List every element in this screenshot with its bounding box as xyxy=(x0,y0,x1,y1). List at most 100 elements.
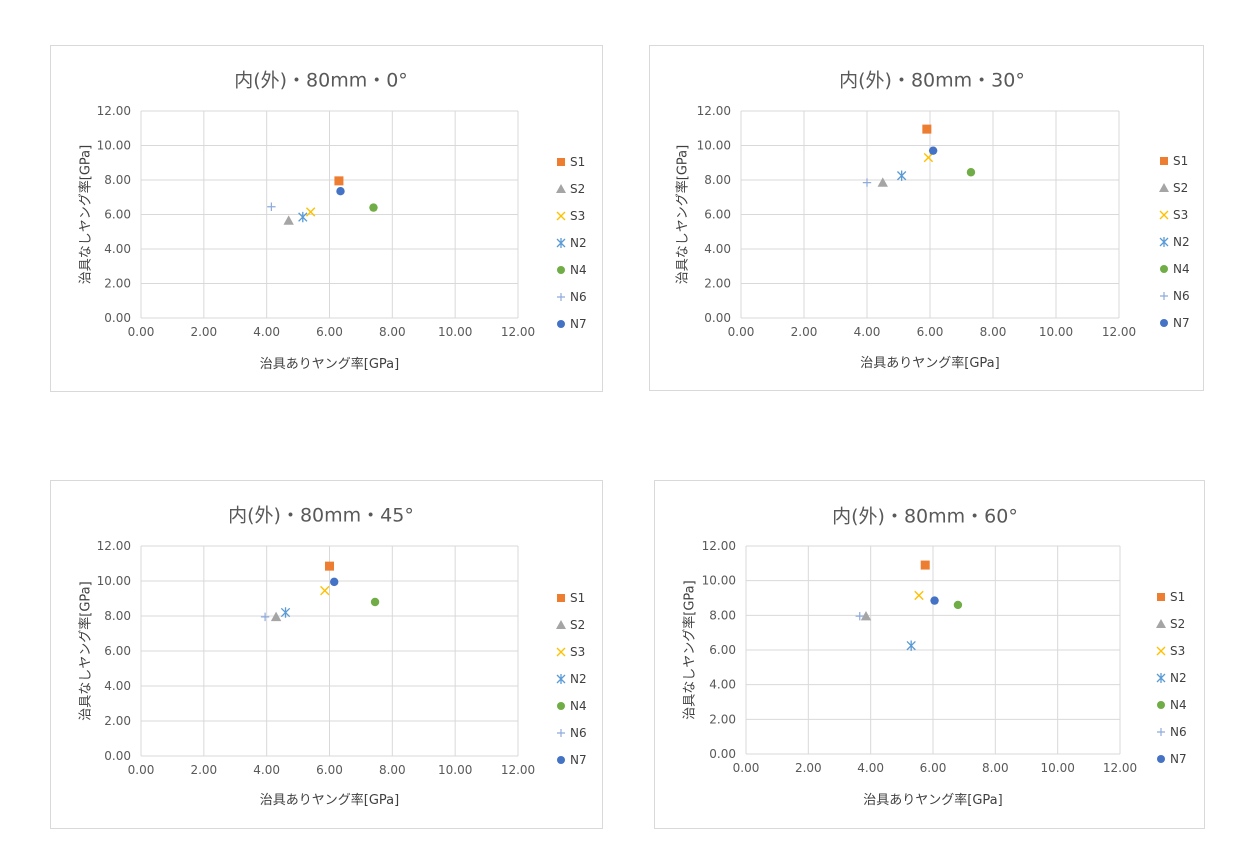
y-tick-label: 4.00 xyxy=(709,678,736,692)
legend-marker-n2 xyxy=(556,674,566,684)
y-tick-label: 4.00 xyxy=(104,242,131,256)
data-point-s1 xyxy=(325,561,334,571)
legend-marker-s3 xyxy=(1156,646,1166,656)
y-axis-label: 治具なしヤング率[GPa] xyxy=(682,580,698,719)
data-point-n2 xyxy=(906,640,916,651)
data-point-n2 xyxy=(280,607,291,618)
legend-label-n2: N2 xyxy=(1173,235,1190,249)
chart-panel-45deg: 内(外)・80mm・45° 0.00 2.00 4.00 6.00 8.00 10.00 12… xyxy=(50,480,603,829)
data-point-s1 xyxy=(920,560,930,570)
legend-marker-n4 xyxy=(557,266,565,274)
data-point-n7 xyxy=(928,146,938,155)
x-tick-label: 8.00 xyxy=(379,325,406,339)
legend-label-n7: N7 xyxy=(1173,316,1190,330)
chart-0: 内(外)・80mm・0° 0.00 2.00 4.00 6.00 8.00 10.00 12.… xyxy=(78,70,587,373)
legend-label-s1: S1 xyxy=(1173,154,1188,168)
legend-label-n4: N4 xyxy=(570,699,587,713)
x-tick-label: 2.00 xyxy=(190,763,217,777)
legend-label-s2: S2 xyxy=(570,618,585,632)
y-tick-label: 12.00 xyxy=(697,104,731,118)
chart-1: 内(外)・80mm・30° 0.00 2.00 4.00 6.00 8.00 10.00 12… xyxy=(675,70,1190,372)
legend-marker-n7 xyxy=(1160,319,1168,327)
data-point-n7 xyxy=(930,596,939,605)
x-tick-label: 4.00 xyxy=(253,763,280,777)
chart-panel-0deg: 内(外)・80mm・0° 0.00 2.00 4.00 6.00 8.00 10.00 12.… xyxy=(50,45,603,392)
x-tick-label: 12.00 xyxy=(1102,325,1136,339)
legend-marker-n2 xyxy=(556,238,566,248)
legend-marker-n2 xyxy=(1159,237,1169,247)
legend-marker-s1 xyxy=(1157,593,1165,601)
y-axis-label: 治具なしヤング率[GPa] xyxy=(675,145,691,284)
y-tick-label: 10.00 xyxy=(97,139,131,153)
x-tick-label: 12.00 xyxy=(501,763,535,777)
legend-label-n6: N6 xyxy=(1170,725,1187,739)
y-tick-label: 2.00 xyxy=(704,277,731,291)
x-tick-label: 6.00 xyxy=(316,325,343,339)
legend-marker-n7 xyxy=(1157,755,1165,763)
x-axis-label: 治具ありヤング率[GPa] xyxy=(863,792,1002,808)
legend-marker-n2 xyxy=(1156,673,1166,683)
x-tick-label: 8.00 xyxy=(982,761,1009,775)
y-tick-label: 2.00 xyxy=(709,712,736,726)
legend-marker-n6 xyxy=(1157,728,1165,736)
chart-title: 内(外)・80mm・45° xyxy=(228,505,414,527)
y-tick-label: 10.00 xyxy=(97,574,131,588)
legend-label-n6: N6 xyxy=(570,726,587,740)
data-point-s2 xyxy=(860,611,872,621)
data-point-n4 xyxy=(369,203,378,212)
legend-label-s1: S1 xyxy=(570,155,585,169)
legend-label-n2: N2 xyxy=(570,672,587,686)
x-tick-label: 2.00 xyxy=(791,325,818,339)
data-point-n2 xyxy=(298,211,308,223)
chart-panel-60deg: 内(外)・80mm・60° 0.00 2.00 4.00 6.00 8.00 10.00 12… xyxy=(654,480,1205,829)
data-point-s1 xyxy=(922,124,932,134)
x-tick-label: 10.00 xyxy=(438,325,472,339)
chart-3: 内(外)・80mm・60° 0.00 2.00 4.00 6.00 8.00 10.00 12… xyxy=(682,506,1187,809)
y-tick-label: 0.00 xyxy=(709,747,736,761)
legend-marker-n6 xyxy=(557,293,565,301)
y-tick-label: 0.00 xyxy=(104,749,131,763)
y-tick-label: 6.00 xyxy=(709,643,736,657)
legend-label-s3: S3 xyxy=(570,209,585,223)
legend-label-n2: N2 xyxy=(1170,671,1187,685)
legend-marker-s3 xyxy=(556,647,566,657)
legend-label-n4: N4 xyxy=(570,263,587,277)
legend-marker-s1 xyxy=(557,158,565,166)
y-tick-label: 8.00 xyxy=(704,173,731,187)
legend-marker-n4 xyxy=(1160,265,1168,273)
legend-marker-s2 xyxy=(1156,619,1166,628)
y-tick-label: 0.00 xyxy=(704,311,731,325)
x-tick-label: 10.00 xyxy=(438,763,472,777)
y-tick-label: 12.00 xyxy=(97,104,131,118)
y-tick-label: 2.00 xyxy=(104,277,131,291)
legend-label-n6: N6 xyxy=(1173,289,1190,303)
data-point-s2 xyxy=(270,611,282,622)
chart-panel-30deg: 内(外)・80mm・30° 0.00 2.00 4.00 6.00 8.00 10.00 12… xyxy=(649,45,1204,391)
x-tick-label: 12.00 xyxy=(1103,761,1137,775)
x-tick-label: 10.00 xyxy=(1039,325,1073,339)
y-tick-label: 0.00 xyxy=(104,311,131,325)
x-tick-label: 4.00 xyxy=(857,761,884,775)
x-tick-label: 6.00 xyxy=(920,761,947,775)
legend-marker-s2 xyxy=(556,184,566,193)
legend-label-s3: S3 xyxy=(1173,208,1188,222)
legend-label-n7: N7 xyxy=(570,317,587,331)
legend-marker-s3 xyxy=(1159,210,1169,220)
data-point-n4 xyxy=(966,168,976,177)
legend-marker-n7 xyxy=(557,320,565,328)
x-tick-label: 12.00 xyxy=(501,325,535,339)
data-point-n6 xyxy=(260,612,270,622)
chart-title: 内(外)・80mm・30° xyxy=(839,70,1025,92)
data-point-n2 xyxy=(896,170,907,181)
chart-2: 内(外)・80mm・45° 0.00 2.00 4.00 6.00 8.00 10.00 12… xyxy=(78,505,587,809)
data-point-n7 xyxy=(336,187,345,196)
data-point-n4 xyxy=(370,597,380,607)
x-tick-label: 6.00 xyxy=(917,325,944,339)
legend-marker-s2 xyxy=(556,620,566,629)
chart-title: 内(外)・80mm・60° xyxy=(832,506,1018,528)
data-point-s2 xyxy=(877,177,888,187)
y-tick-label: 12.00 xyxy=(702,539,736,553)
x-tick-label: 8.00 xyxy=(980,325,1007,339)
y-tick-label: 6.00 xyxy=(104,644,131,658)
x-tick-label: 6.00 xyxy=(316,763,343,777)
